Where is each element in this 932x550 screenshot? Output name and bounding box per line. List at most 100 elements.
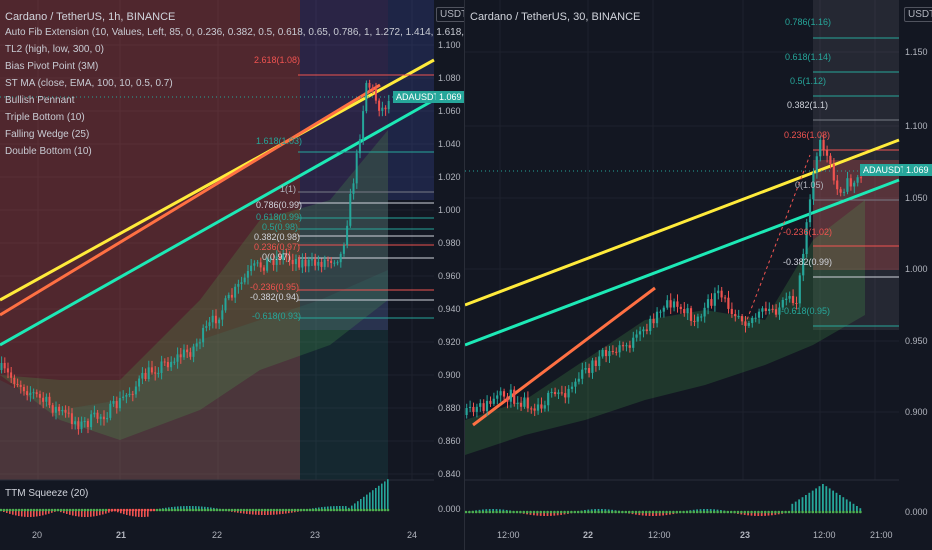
right-price-tick: 1.050 [905,193,928,203]
right-squeeze-dot [665,510,668,514]
right-chart-pane[interactable]: Cardano / TetherUS, 30, BINANCE USDT 1.1… [465,0,932,550]
right-squeeze-bar [648,512,651,516]
indicator-bullish-pennant[interactable]: Bullish Pennant [5,95,75,106]
right-candle [686,308,689,314]
right-fib-label: 0.382(1.1) [787,100,829,110]
left-candle [173,361,176,363]
left-squeeze-dot [188,508,192,512]
left-candle [90,414,93,428]
right-squeeze-dot [831,510,835,514]
left-candle [250,265,253,272]
left-squeeze-bar [246,510,248,514]
left-candle [0,363,3,370]
left-trendline-green [0,98,435,347]
left-squeeze-dot [266,508,270,512]
right-squeeze-bar [747,512,749,516]
left-candle [387,101,390,110]
right-currency-button[interactable]: USDT [904,7,932,22]
right-squeeze-dot [757,510,760,514]
left-candle [269,259,272,261]
right-candle [710,299,713,306]
indicator-bias-pivot[interactable]: Bias Pivot Point (3M) [5,61,99,72]
right-price-tick: 1.000 [905,264,928,274]
right-squeeze-dot [719,510,723,514]
indicator-st-ma[interactable]: ST MA (close, EMA, 100, 10, 0.5, 0.7) [5,78,173,89]
indicator-auto-fib[interactable]: Auto Fib Extension (10, Values, Left, 85… [5,27,465,38]
left-squeeze-bar [372,490,374,511]
left-squeeze-bar [264,510,266,515]
right-candle [577,378,580,382]
indicator-triple-bottom[interactable]: Triple Bottom (10) [5,112,85,123]
left-squeeze-dot [359,508,363,512]
left-squeeze-bar [333,506,335,511]
right-squeeze-dot [600,510,604,514]
right-squeeze-bar [655,512,658,516]
left-squeeze-dot [350,508,354,512]
right-squeeze-dot [736,510,740,514]
left-squeeze-bar [285,510,287,514]
left-currency-button[interactable]: USDT [436,7,464,22]
right-candle [849,178,852,187]
indicator-falling-wedge[interactable]: Falling Wedge (25) [5,129,90,140]
left-squeeze-bar [384,481,386,511]
left-candle [333,262,336,264]
right-squeeze-bar [839,495,841,513]
left-candle [26,391,29,396]
right-candle [778,307,781,315]
left-squeeze-dot [110,508,114,512]
right-candle [550,392,553,394]
left-squeeze-dot [338,508,342,512]
right-squeeze-dot [726,510,730,514]
right-candle [717,290,720,294]
left-squeeze-bar [132,510,134,517]
right-squeeze-bar [815,488,817,513]
left-candle [176,354,179,362]
left-squeeze-dot [146,508,150,512]
left-candle [381,107,384,111]
squeeze-indicator-label[interactable]: TTM Squeeze (20) [5,488,89,499]
left-squeeze-dot [176,508,180,512]
right-squeeze-dot [610,510,614,514]
right-squeeze-dot [706,510,709,514]
indicator-double-bottom[interactable]: Double Bottom (10) [5,146,92,157]
left-squeeze-bar [360,499,362,511]
left-candle [118,397,121,409]
left-squeeze-dot [56,508,60,512]
left-chart-pane[interactable]: Cardano / TetherUS, 1h, BINANCE Auto Fib… [0,0,465,550]
left-squeeze-dot [149,508,153,512]
right-squeeze-dot [838,510,842,514]
right-squeeze-dot [780,510,784,514]
right-candle [608,351,611,357]
left-squeeze-bar [330,506,332,511]
left-candle [314,259,317,266]
right-squeeze-dot [474,510,478,514]
right-squeeze-dot [692,510,696,514]
right-candle [567,388,570,398]
left-candle [342,245,345,254]
indicator-tl2[interactable]: TL2 (high, low, 300, 0) [5,44,104,55]
right-price-tick: 0.900 [905,407,928,417]
right-squeeze-bar [767,512,770,516]
right-candle [553,392,557,395]
left-candle [198,342,201,344]
right-candle [543,405,546,409]
left-chart-canvas[interactable] [0,0,464,550]
left-squeeze-dot [272,508,276,512]
right-squeeze-bar [641,512,644,516]
right-squeeze-bar [832,490,834,513]
right-squeeze-dot [821,510,825,514]
right-squeeze-dot [617,510,621,514]
right-chart-canvas[interactable] [465,0,932,550]
left-candle [83,421,86,423]
right-candle [499,391,502,396]
left-candle [237,284,240,287]
right-candle [570,386,574,389]
right-squeeze-bar [754,512,756,516]
left-squeeze-bar [267,510,269,515]
left-candle [205,326,208,328]
right-candle [805,222,808,254]
left-squeeze-bar [123,510,125,515]
left-candle [326,259,329,261]
left-candle [70,413,73,425]
left-time-tick: 21 [116,530,127,540]
